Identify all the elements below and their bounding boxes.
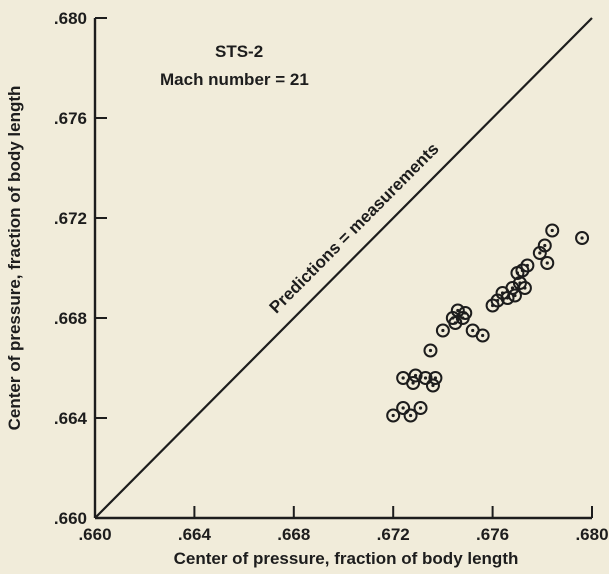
data-point-ring xyxy=(423,343,438,358)
data-point xyxy=(396,401,411,415)
data-point-ring xyxy=(408,368,423,383)
data-point-dot xyxy=(523,286,527,290)
data-point xyxy=(458,306,473,320)
data-point xyxy=(428,371,443,385)
x-axis-title: Center of pressure, fraction of body len… xyxy=(174,549,519,568)
data-point-ring xyxy=(403,408,418,423)
y-tick-label: .660 xyxy=(54,509,87,528)
y-tick-label: .664 xyxy=(54,409,88,428)
data-point-ring xyxy=(418,371,433,385)
data-point-ring xyxy=(448,316,463,330)
y-tick-label: .672 xyxy=(54,209,87,228)
data-point-dot xyxy=(550,228,554,233)
data-point-dot xyxy=(423,376,428,380)
data-point-ring xyxy=(396,401,411,415)
data-points xyxy=(386,223,590,423)
data-point-ring xyxy=(545,223,560,238)
data-point-dot xyxy=(580,236,584,240)
data-point-dot xyxy=(401,376,405,380)
data-point xyxy=(423,343,438,358)
data-point-dot xyxy=(441,328,445,333)
data-point-ring xyxy=(435,323,450,338)
x-tick-label: .664 xyxy=(178,525,212,544)
ticks: .660 .664 .668 .672 .676 .680 .660 .664 .668 .672… xyxy=(54,9,609,544)
data-point-dot xyxy=(413,373,418,378)
data-point-dot xyxy=(481,333,485,338)
data-point-ring xyxy=(540,256,555,270)
x-tick-label: .676 xyxy=(476,525,509,544)
data-point-ring xyxy=(517,281,532,295)
x-tick-label: .672 xyxy=(377,525,410,544)
data-point xyxy=(520,258,535,273)
data-point-ring xyxy=(475,328,490,343)
y-tick-label: .676 xyxy=(54,109,87,128)
data-point-dot xyxy=(463,311,467,315)
data-point-dot xyxy=(495,298,500,303)
data-point-ring xyxy=(520,258,535,273)
data-point xyxy=(575,231,590,245)
data-point-dot xyxy=(428,348,433,353)
chart-subtitle: Mach number = 21 xyxy=(160,70,309,89)
reference-line xyxy=(94,17,593,519)
data-point xyxy=(475,328,490,343)
chart-title: STS-2 xyxy=(215,42,263,61)
data-point xyxy=(408,368,423,383)
data-point-dot xyxy=(510,286,515,290)
data-point xyxy=(413,401,428,415)
data-point xyxy=(545,223,560,238)
x-tick-label: .668 xyxy=(277,525,310,544)
data-point xyxy=(403,408,418,423)
data-point-dot xyxy=(543,243,547,248)
data-point xyxy=(537,238,552,253)
data-point-ring xyxy=(428,371,443,385)
data-point-dot xyxy=(391,413,395,418)
data-point-dot xyxy=(538,251,542,255)
axes xyxy=(93,18,592,520)
data-point-dot xyxy=(525,263,529,268)
data-point-ring xyxy=(537,238,552,253)
y-tick-label: .668 xyxy=(54,309,87,328)
data-point-ring xyxy=(425,378,440,393)
data-point-ring xyxy=(413,401,428,415)
data-point xyxy=(448,316,463,330)
data-point xyxy=(386,408,401,423)
data-point xyxy=(540,256,555,270)
data-point-dot xyxy=(453,321,457,325)
data-point-ring xyxy=(575,231,590,245)
x-tick-label: .660 xyxy=(78,525,111,544)
data-point xyxy=(517,281,532,295)
data-point-dot xyxy=(418,406,423,410)
data-point-ring xyxy=(458,306,473,320)
data-point-dot xyxy=(433,376,438,380)
data-point-ring xyxy=(386,408,401,423)
data-point xyxy=(435,323,450,338)
data-point-dot xyxy=(545,261,549,265)
data-point xyxy=(418,371,433,385)
y-axis-title: Center of pressure, fraction of body len… xyxy=(5,86,24,431)
data-point-ring xyxy=(406,376,421,390)
data-point-ring xyxy=(507,288,522,303)
data-point-dot xyxy=(401,406,405,410)
y-tick-label: .680 xyxy=(54,9,87,28)
data-point-dot xyxy=(471,328,475,333)
x-tick-label: .680 xyxy=(575,525,608,544)
data-point-dot xyxy=(408,413,413,418)
